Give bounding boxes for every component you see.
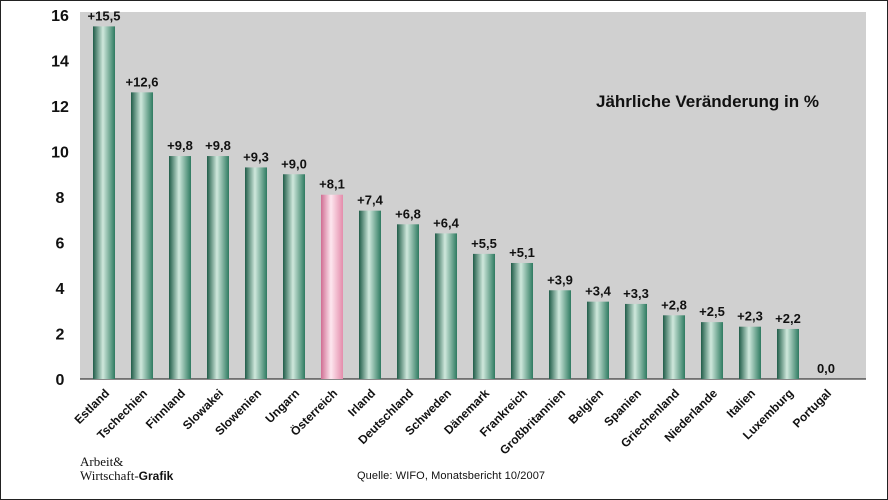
y-tick-label: 16	[51, 8, 69, 25]
brand-logo: Arbeit& Wirtschaft-Grafik	[80, 454, 174, 484]
value-label: 0,0	[817, 361, 835, 376]
bar-slowenien	[245, 167, 267, 379]
y-tick-label: 0	[56, 372, 65, 389]
bar-italien	[739, 326, 761, 379]
value-label: +6,8	[395, 206, 421, 221]
source-note: Quelle: WIFO, Monatsbericht 10/2007	[357, 470, 546, 482]
bar-irland	[359, 210, 381, 379]
y-tick-label: 10	[51, 145, 69, 162]
bar-estland	[93, 26, 115, 379]
bar-belgien	[587, 301, 609, 379]
category-label: Großbritannien	[497, 386, 568, 457]
bar-deutschland	[397, 224, 419, 379]
bar-niederlande	[701, 322, 723, 379]
bar-slowakei	[207, 156, 229, 379]
value-label: +5,5	[471, 236, 497, 251]
value-label: +9,3	[243, 149, 269, 164]
value-label: +6,4	[433, 215, 459, 230]
value-label: +9,8	[167, 138, 193, 153]
brand-bold: Grafik	[138, 469, 174, 483]
y-tick-label: 2	[56, 327, 65, 344]
bar-österreich	[321, 194, 343, 379]
bar-dänemark	[473, 253, 495, 379]
bar-ungarn	[283, 174, 305, 379]
category-label: Italien	[724, 386, 758, 420]
bar-spanien	[625, 303, 647, 379]
value-label: +5,1	[509, 245, 535, 260]
value-label: +2,5	[699, 304, 725, 319]
value-label: +3,3	[623, 286, 649, 301]
value-label: +3,4	[585, 284, 611, 299]
y-tick-label: 12	[51, 99, 69, 116]
bar-finnland	[169, 156, 191, 379]
value-label: +8,1	[319, 177, 345, 192]
y-tick-label: 14	[51, 54, 69, 71]
bar-griechenland	[663, 315, 685, 379]
value-label: +15,5	[88, 8, 121, 23]
chart-title: Jährliche Veränderung in %	[596, 92, 819, 111]
value-label: +2,3	[737, 309, 763, 324]
value-label: +12,6	[126, 74, 159, 89]
y-tick-label: 6	[56, 236, 65, 253]
category-label: Portugal	[790, 386, 834, 430]
category-label: Belgien	[566, 386, 607, 427]
bar-großbritannien	[549, 290, 571, 379]
y-tick-label: 4	[56, 281, 65, 298]
y-tick-label: 8	[56, 190, 65, 207]
bar-luxemburg	[777, 328, 799, 379]
value-label: +3,9	[547, 272, 573, 287]
value-label: +2,2	[775, 311, 801, 326]
value-label: +2,8	[661, 297, 687, 312]
bar-frankreich	[511, 262, 533, 379]
bar-tschechien	[131, 92, 153, 379]
category-label: Irland	[345, 386, 378, 419]
brand-line-1: Arbeit&	[80, 454, 124, 469]
value-label: +9,8	[205, 138, 231, 153]
value-label: +9,0	[281, 156, 307, 171]
brand-line-2: Wirtschaft-Grafik	[80, 468, 174, 484]
value-label: +7,4	[357, 193, 383, 208]
bar-schweden	[435, 233, 457, 379]
